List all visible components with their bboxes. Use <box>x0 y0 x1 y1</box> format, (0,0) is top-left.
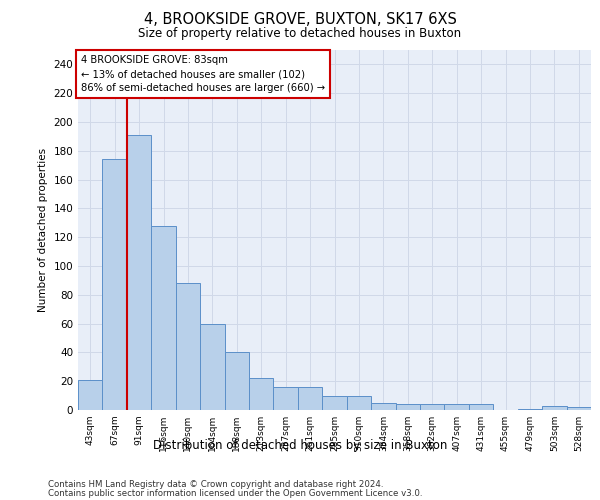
Bar <box>420 404 445 410</box>
Bar <box>347 396 371 410</box>
Bar <box>274 387 298 410</box>
Bar <box>566 407 591 410</box>
Bar <box>445 404 469 410</box>
Bar <box>469 404 493 410</box>
Bar <box>322 396 347 410</box>
Bar <box>542 406 566 410</box>
Bar <box>298 387 322 410</box>
Text: 4 BROOKSIDE GROVE: 83sqm
← 13% of detached houses are smaller (102)
86% of semi-: 4 BROOKSIDE GROVE: 83sqm ← 13% of detach… <box>80 56 325 94</box>
Text: Distribution of detached houses by size in Buxton: Distribution of detached houses by size … <box>153 440 447 452</box>
Bar <box>78 380 103 410</box>
Text: Contains public sector information licensed under the Open Government Licence v3: Contains public sector information licen… <box>48 489 422 498</box>
Bar <box>151 226 176 410</box>
Bar <box>371 403 395 410</box>
Text: 4, BROOKSIDE GROVE, BUXTON, SK17 6XS: 4, BROOKSIDE GROVE, BUXTON, SK17 6XS <box>143 12 457 28</box>
Bar <box>200 324 224 410</box>
Bar <box>249 378 274 410</box>
Bar <box>395 404 420 410</box>
Bar <box>176 284 200 410</box>
Bar <box>127 135 151 410</box>
Y-axis label: Number of detached properties: Number of detached properties <box>38 148 48 312</box>
Bar <box>518 408 542 410</box>
Bar <box>103 160 127 410</box>
Text: Contains HM Land Registry data © Crown copyright and database right 2024.: Contains HM Land Registry data © Crown c… <box>48 480 383 489</box>
Text: Size of property relative to detached houses in Buxton: Size of property relative to detached ho… <box>139 28 461 40</box>
Bar <box>224 352 249 410</box>
